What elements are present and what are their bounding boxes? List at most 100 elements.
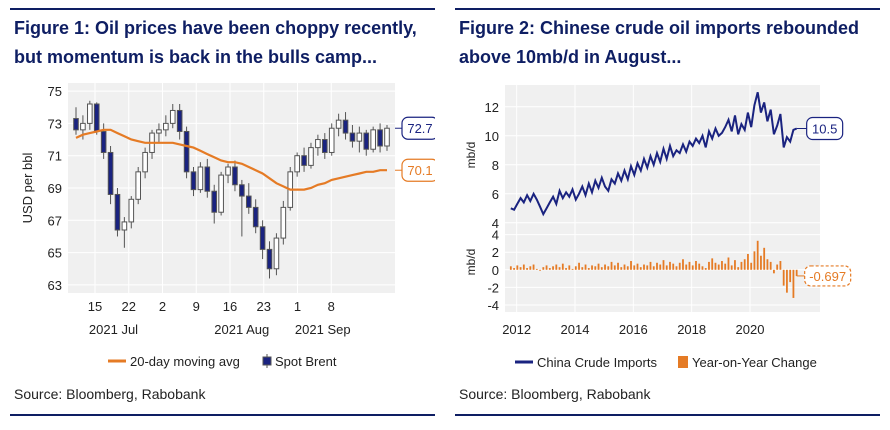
yoy-bar: [678, 262, 681, 270]
candle-body: [183, 130, 190, 173]
yoy-bar: [545, 265, 548, 270]
candle-body: [384, 127, 390, 147]
candle-body: [87, 103, 93, 124]
yoy-bar: [646, 265, 649, 270]
candle-body: [377, 129, 383, 147]
yoy-bar: [782, 269, 785, 286]
candle-body: [370, 129, 376, 150]
figure-2-panel: Figure 2: Chinese crude oil imports rebo…: [455, 0, 880, 430]
candle-body: [169, 109, 176, 124]
yoy-bar: [776, 264, 779, 270]
x-month-label: 2021 Sep: [295, 322, 351, 337]
moving-average-line: [75, 128, 387, 191]
figure-1-title-line-2: but momentum is back in the bulls camp..…: [14, 47, 378, 67]
yoy-bar: [740, 261, 743, 270]
legend-yoy-swatch: [678, 356, 688, 368]
figure-1-title: Figure 1: Oil prices have been choppy re…: [14, 14, 434, 72]
candle-body: [204, 166, 211, 192]
candle-body: [142, 151, 148, 173]
top-rule: [10, 8, 435, 10]
yoy-bar: [600, 267, 603, 270]
legend-yoy-label: Year-on-Year Change: [692, 355, 817, 370]
x-tick-label: 8: [328, 299, 335, 314]
yoy-bar: [574, 266, 577, 270]
yoy-bar: [561, 263, 564, 270]
yoy-bar: [734, 260, 736, 270]
candle-body: [356, 132, 363, 142]
yoy-bar: [552, 266, 554, 270]
yoy-bar: [766, 259, 769, 270]
candle-body: [252, 206, 259, 228]
yoy-bar: [591, 265, 593, 270]
yoy-bar: [587, 268, 590, 270]
yoy-bar: [659, 264, 662, 270]
yoy-bar: [607, 266, 610, 270]
yoy-bar: [630, 261, 632, 270]
bottom-y-tick-label: -4: [487, 298, 499, 313]
yoy-bar: [558, 267, 561, 270]
x-tick-label: 15: [88, 299, 102, 314]
yoy-bar: [548, 268, 551, 270]
yoy-bar: [779, 261, 782, 270]
yoy-bar: [743, 259, 746, 270]
china-imports-line: [510, 92, 798, 217]
y-tick-label: 65: [48, 246, 62, 261]
candle-body: [363, 132, 370, 150]
x-tick-label: 2020: [736, 322, 765, 337]
yoy-bar: [727, 257, 730, 270]
yoy-bar: [610, 261, 613, 270]
imports-end-label: 10.5: [812, 122, 837, 137]
yoy-bar: [747, 253, 749, 270]
yoy-bar: [626, 266, 629, 270]
x-tick-label: 2018: [677, 322, 706, 337]
yoy-bar: [522, 264, 525, 270]
top-rule: [455, 8, 880, 10]
y-tick-label: 71: [48, 149, 62, 164]
yoy-bar: [695, 261, 697, 270]
yoy-bar: [649, 261, 652, 270]
top-y-tick-label: 10: [485, 129, 499, 144]
yoy-bar: [665, 265, 668, 270]
candle-body: [176, 109, 183, 132]
yoy-end-label-box: [804, 265, 852, 287]
x-tick-label: 22: [122, 299, 136, 314]
spot-end-label: 72.7: [407, 121, 432, 136]
legend-imports-label: China Crude Imports: [537, 355, 657, 370]
x-tick-label: 2014: [561, 322, 590, 337]
candle-body: [93, 103, 100, 132]
yoy-bar: [613, 265, 616, 270]
yoy-bar: [704, 268, 707, 270]
yoy-bar: [539, 269, 541, 271]
top-y-tick-label: 8: [492, 158, 499, 173]
yoy-bar: [656, 262, 658, 270]
yoy-bar: [773, 269, 775, 274]
yoy-bar: [760, 255, 762, 270]
yoy-bar: [571, 268, 574, 270]
y-tick-label: 75: [48, 84, 62, 99]
y-tick-label: 67: [48, 213, 62, 228]
yoy-bar: [662, 260, 665, 270]
yoy-bar: [714, 262, 717, 270]
candle-body: [225, 166, 231, 176]
candle-body: [163, 122, 169, 131]
figure-2-title: Figure 2: Chinese crude oil imports rebo…: [459, 14, 879, 72]
candle-body: [328, 127, 335, 153]
yoy-bar: [711, 258, 714, 270]
yoy-bar: [581, 267, 584, 270]
yoy-bar: [633, 265, 636, 270]
x-tick-label: 16: [223, 299, 237, 314]
imports-end-label-box: [806, 116, 844, 141]
candle-body: [266, 248, 273, 270]
yoy-bar: [604, 264, 606, 270]
figure-1-title-line-1: Figure 1: Oil prices have been choppy re…: [14, 18, 417, 38]
yoy-bar: [688, 261, 691, 270]
candle-body: [245, 195, 252, 208]
candle-body: [80, 122, 86, 131]
yoy-bar: [691, 265, 694, 270]
yoy-bar: [535, 268, 538, 270]
yoy-bar: [565, 268, 567, 270]
candle-body: [315, 139, 321, 149]
candle-body: [280, 206, 287, 239]
x-month-label: 2021 Aug: [214, 322, 269, 337]
candle-body: [232, 166, 238, 186]
